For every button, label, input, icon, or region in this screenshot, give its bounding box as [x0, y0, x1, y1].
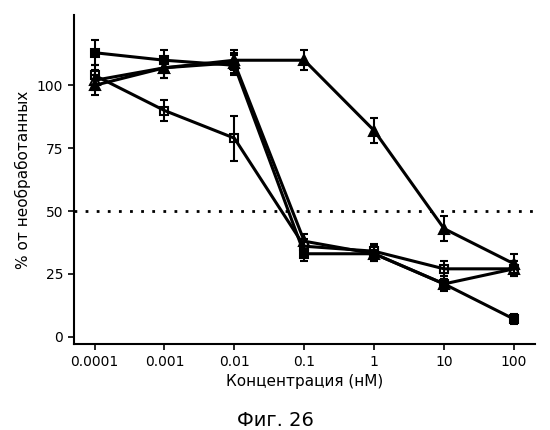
Text: Фиг. 26: Фиг. 26	[236, 411, 314, 430]
X-axis label: Концентрация (нМ): Концентрация (нМ)	[226, 374, 383, 389]
Y-axis label: % от необработанных: % от необработанных	[15, 90, 31, 269]
